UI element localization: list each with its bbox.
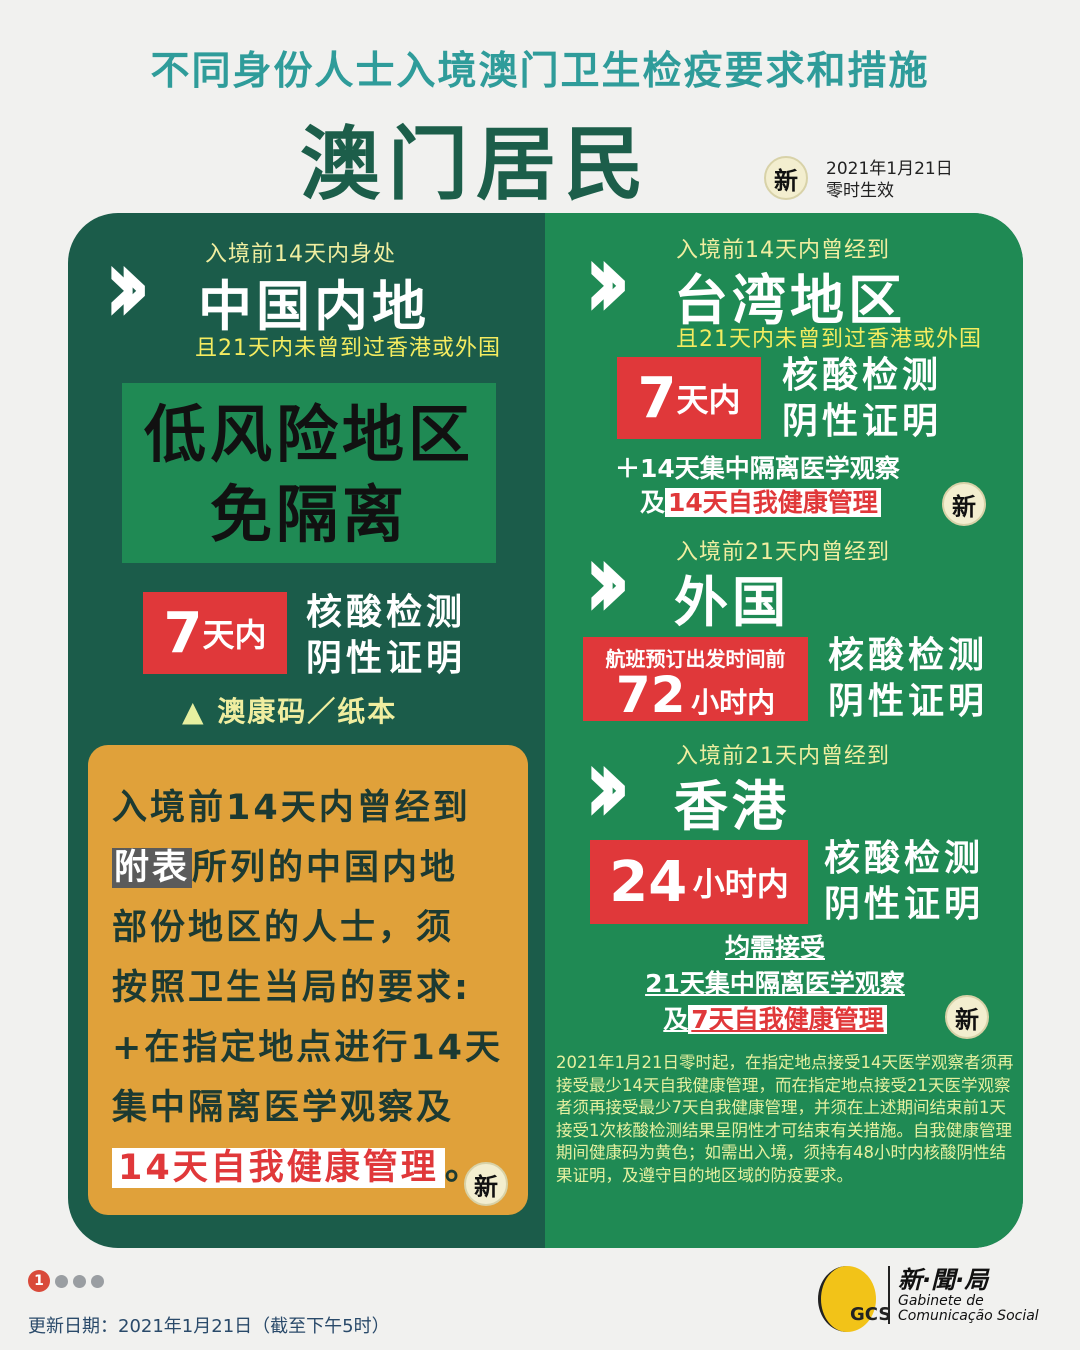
effective-date-text: 2021年1月21日 bbox=[826, 159, 953, 179]
self-health-highlight: 14天自我健康管理 bbox=[665, 488, 881, 517]
hours-number: 72 bbox=[615, 666, 686, 724]
foreign-region: 外国 bbox=[674, 571, 790, 634]
foreign-prefix: 入境前21天内曾经到 bbox=[676, 540, 890, 565]
triangle-icon: ▲ bbox=[182, 695, 206, 728]
test-window-badge: 7 天内 bbox=[143, 592, 287, 674]
new-badge: 新 bbox=[942, 482, 986, 526]
listed-line: 部份地区的人士，须 bbox=[112, 908, 455, 948]
listed-line: 所列的中国内地 bbox=[192, 848, 459, 888]
test-line2: 阴性证明 bbox=[782, 401, 943, 442]
health-code-note: ▲ 澳康码／纸本 bbox=[182, 690, 397, 730]
hours-unit: 小时内 bbox=[692, 865, 789, 903]
logo-mark: GCS bbox=[850, 1304, 892, 1325]
logo-pt2: Comunicação Social bbox=[898, 1308, 1039, 1324]
hours-number: 24 bbox=[609, 849, 688, 915]
new-badge: 新 bbox=[764, 156, 808, 200]
days-unit: 天内 bbox=[676, 381, 741, 419]
low-risk-line2: 免隔离 bbox=[209, 478, 408, 551]
effective-date: 2021年1月21日 零时生效 bbox=[826, 158, 953, 202]
new-badge: 新 bbox=[945, 995, 989, 1039]
page-title: 不同身份人士入境澳门卫生检疫要求和措施 bbox=[150, 49, 930, 94]
listed-line: 按照卫生当局的要求: bbox=[112, 968, 471, 1008]
notes-paragraph: 2021年1月21日零时起，在指定地点接受14天医学观察者须再接受最少14天自我… bbox=[556, 1053, 1014, 1185]
chevron-right-icon: ›› bbox=[583, 516, 631, 644]
hongkong-prefix: 入境前21天内曾经到 bbox=[676, 744, 890, 769]
page-dot[interactable] bbox=[73, 1274, 86, 1288]
requirement-line: 21天集中隔离医学观察 bbox=[645, 969, 905, 998]
self-health-highlight: 7天自我健康管理 bbox=[688, 1005, 887, 1034]
hongkong-test-requirement: 核酸检测 阴性证明 bbox=[824, 836, 984, 928]
test-line1: 核酸检测 bbox=[828, 635, 989, 676]
quarantine-line: ＋14天集中隔离医学观察 bbox=[615, 454, 900, 483]
logo-cn: 新·聞·局 bbox=[898, 1266, 989, 1294]
chevron-right-icon: ›› bbox=[583, 721, 631, 849]
listed-line: +在指定地点进行14天 bbox=[112, 1028, 504, 1068]
page-dot[interactable] bbox=[55, 1274, 68, 1288]
taiwan-prefix: 入境前14天内曾经到 bbox=[676, 238, 890, 263]
appendix-link[interactable]: 附表 bbox=[112, 848, 193, 888]
new-badge: 新 bbox=[464, 1162, 508, 1206]
low-risk-box: 低风险地区 免隔离 bbox=[122, 383, 496, 563]
foreign-test-badge: 航班预订出发时间前 72 小时内 bbox=[583, 637, 808, 721]
requirement-prefix: 及 bbox=[663, 1005, 689, 1034]
test-line2: 阴性证明 bbox=[824, 884, 985, 925]
foreign-test-requirement: 核酸检测 阴性证明 bbox=[828, 633, 988, 725]
days-number: 7 bbox=[637, 365, 677, 431]
self-health-highlight: 14天自我健康管理 bbox=[112, 1148, 445, 1188]
gcs-logo-text: 新·聞·局 Gabinete de Comunicação Social bbox=[888, 1266, 1039, 1324]
chevron-right-icon: ›› bbox=[583, 216, 631, 344]
test-requirement: 核酸检测 阴性证明 bbox=[306, 590, 466, 682]
mainland-prefix: 入境前14天内身处 bbox=[205, 242, 396, 267]
audience-title: 澳门居民 bbox=[300, 118, 652, 211]
taiwan-test-requirement: 核酸检测 阴性证明 bbox=[782, 353, 942, 445]
chevron-right-icon: ›› bbox=[103, 221, 151, 349]
health-code-text: 澳康码／纸本 bbox=[217, 695, 398, 728]
common-requirement: 均需接受 21天集中隔离医学观察 及 7天自我健康管理 bbox=[600, 930, 950, 1038]
page-indicator[interactable]: 1 bbox=[28, 1270, 104, 1292]
test-line2: 阴性证明 bbox=[828, 681, 989, 722]
logo-pt1: Gabinete de bbox=[898, 1293, 984, 1309]
test-line2: 阴性证明 bbox=[306, 638, 467, 679]
taiwan-test-badge: 7 天内 bbox=[617, 357, 761, 439]
test-line1: 核酸检测 bbox=[824, 838, 985, 879]
effective-time-text: 零时生效 bbox=[826, 181, 894, 201]
days-unit: 天内 bbox=[202, 616, 267, 654]
taiwan-region: 台湾地区 bbox=[674, 269, 906, 332]
mainland-region: 中国内地 bbox=[198, 275, 430, 338]
gcs-logo-icon: GCS bbox=[800, 1262, 891, 1337]
days-number: 7 bbox=[163, 600, 203, 666]
update-date: 更新日期：2021年1月21日（截至下午5时） bbox=[28, 1316, 390, 1337]
page-dot-active[interactable]: 1 bbox=[28, 1270, 50, 1292]
hours-unit: 小时内 bbox=[691, 686, 776, 719]
requirement-line: 均需接受 bbox=[724, 933, 825, 962]
test-line1: 核酸检测 bbox=[306, 592, 467, 633]
listed-line: 集中隔离医学观察及 bbox=[112, 1088, 455, 1128]
hongkong-test-badge: 24 小时内 bbox=[590, 840, 808, 924]
listed-areas-text: 入境前14天内曾经到 附表所列的中国内地 部份地区的人士，须 按照卫生当局的要求… bbox=[112, 778, 512, 1198]
quarantine-prefix: 及 bbox=[640, 488, 666, 517]
test-line1: 核酸检测 bbox=[782, 355, 943, 396]
listed-areas-box bbox=[88, 745, 528, 1215]
low-risk-line1: 低风险地区 bbox=[143, 398, 474, 471]
taiwan-quarantine: ＋14天集中隔离医学观察 及 14天自我健康管理 bbox=[615, 452, 955, 520]
taiwan-condition: 且21天内未曾到过香港或外国 bbox=[676, 327, 982, 352]
hongkong-region: 香港 bbox=[674, 775, 790, 838]
page-dot[interactable] bbox=[91, 1274, 104, 1288]
listed-line: 入境前14天内曾经到 bbox=[112, 788, 471, 828]
mainland-condition: 且21天内未曾到过香港或外国 bbox=[195, 336, 501, 361]
flight-note: 航班预订出发时间前 bbox=[605, 647, 786, 671]
